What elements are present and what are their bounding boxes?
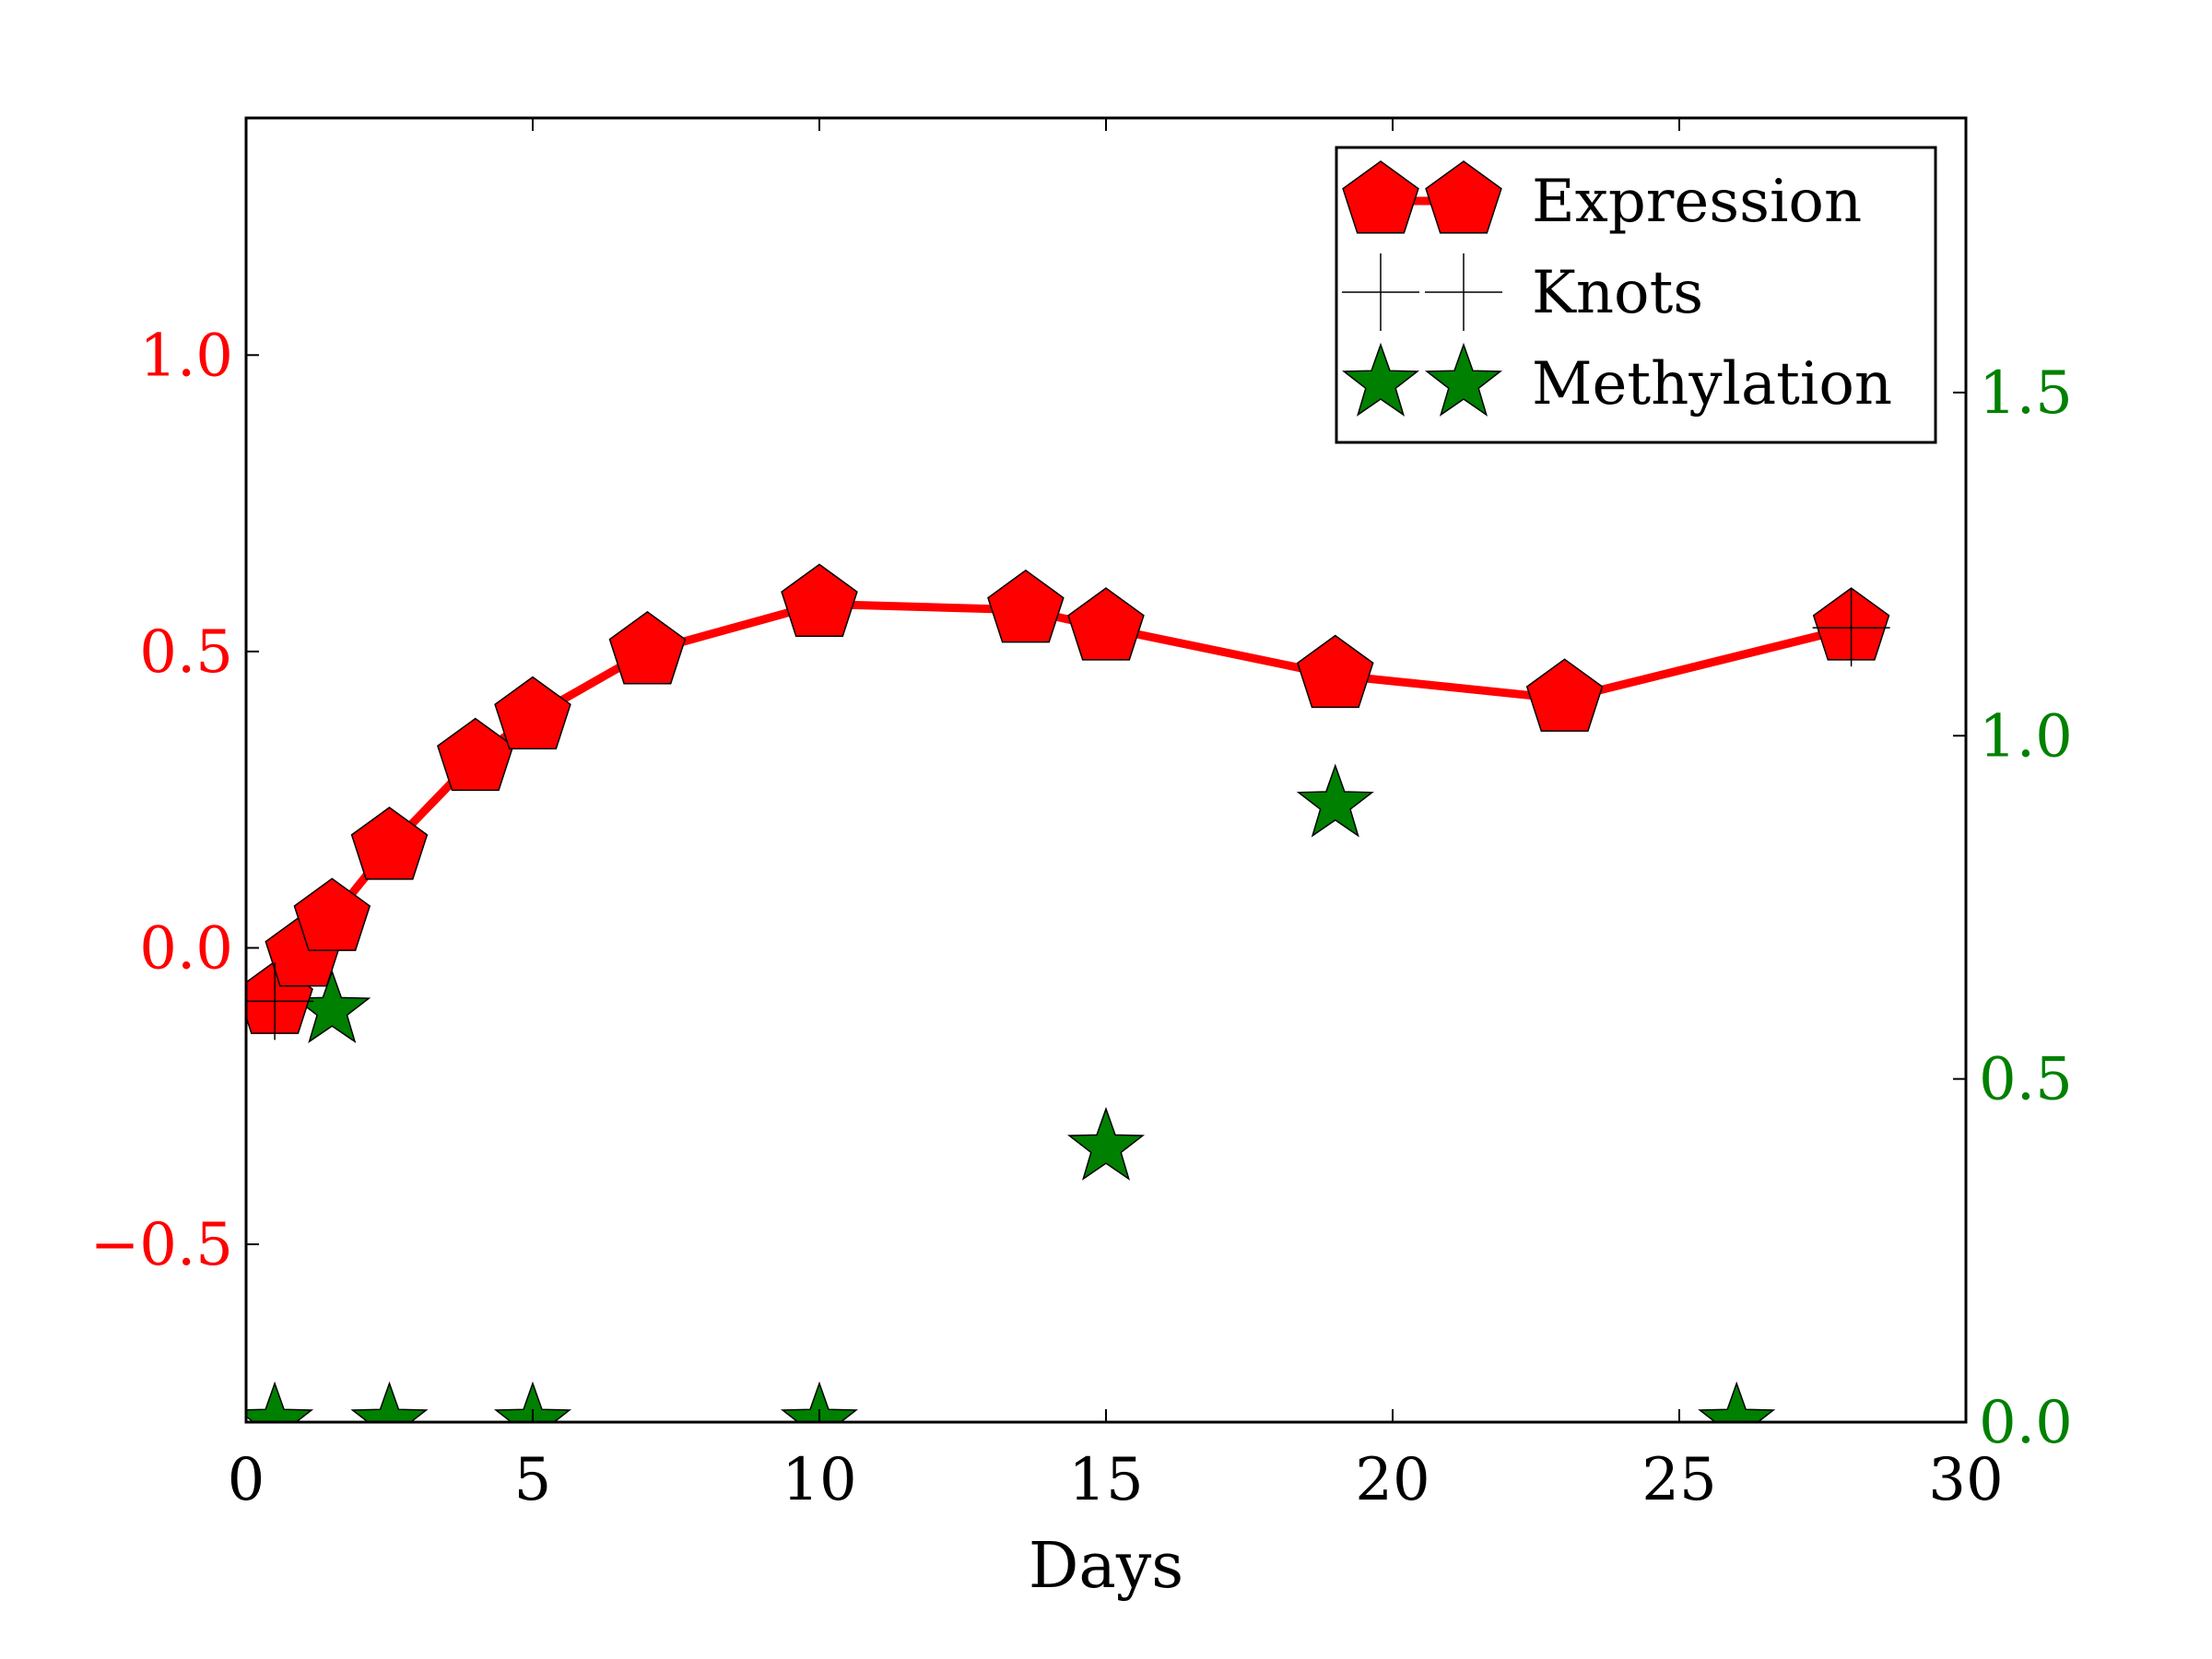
expression-point-2 [293,877,371,951]
y-left-tick-label-0: −0.5 [90,1211,233,1279]
legend-label-expression: Expression [1532,168,1862,236]
x-tick-label-3: 15 [1068,1446,1143,1514]
y-right-tick-label-0: 0.0 [1979,1389,2073,1457]
x-tick-label-0: 0 [228,1446,265,1514]
methylation-point-4 [780,1381,859,1422]
methylation-point-7 [1698,1381,1776,1422]
data-marks [246,563,1890,1422]
x-tick-label-2: 10 [782,1446,856,1514]
legend-label-methylation: Methylation [1532,350,1892,418]
methylation-point-3 [493,1381,572,1422]
expression-point-9 [1067,587,1145,661]
methylation-point-5 [1066,1106,1146,1181]
expression-point-7 [781,563,858,637]
knot-point-0 [246,962,314,1041]
methylation-point-2 [350,1381,429,1422]
knot-point-1 [1812,589,1890,667]
ticks: 0 5 10 15 20 25 30 −0.5 0.0 0.5 1.0 0.0 0.5 1.0 1.5 [90,118,2073,1514]
expression-point-11 [1525,658,1604,732]
legend-label-knots: Knots [1532,259,1703,327]
y-right-tick-label-1: 0.5 [1979,1046,2073,1114]
x-tick-label-6: 30 [1928,1446,2003,1514]
y-left-tick-label-2: 0.5 [139,618,233,687]
y-right-tick-label-3: 1.5 [1979,359,2073,428]
x-axis-title: Days [1029,1530,1183,1603]
expression-point-10 [1297,634,1374,709]
x-tick-label-5: 25 [1641,1446,1716,1514]
y-left-tick-label-3: 1.0 [139,322,233,390]
legend-marker-expression-a [1342,160,1419,234]
plot-area [246,563,1890,1422]
legend: Expression Knots Methylation [1335,146,1937,444]
x-tick-label-4: 20 [1355,1446,1430,1514]
legend-marker-knots-a [1342,253,1419,331]
expression-point-3 [350,806,429,880]
expression-point-8 [987,569,1065,643]
expression-point-6 [608,610,687,685]
legend-marker-knots-b [1425,253,1502,331]
legend-marker-methylation-b [1424,342,1503,417]
legend-marker-methylation-a [1341,342,1420,417]
legend-marker-expression-b [1425,160,1502,234]
expression-point-5 [494,676,571,750]
methylation-point-6 [1296,763,1374,838]
y-left-tick-label-1: 0.0 [139,914,233,982]
x-tick-label-1: 5 [514,1446,552,1514]
y-right-tick-label-2: 1.0 [1979,702,2073,771]
